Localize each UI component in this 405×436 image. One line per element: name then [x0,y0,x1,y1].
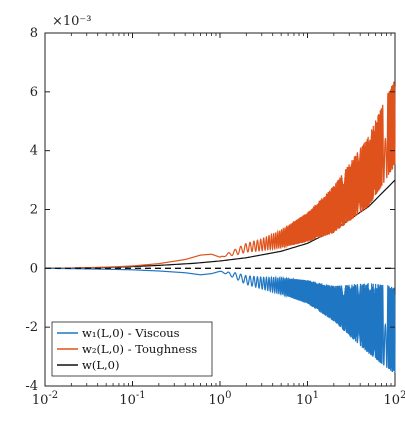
y-tick-label: 0 [30,261,38,276]
y-tick-label: 4 [30,144,38,159]
x-tick-label: 101 [296,390,319,408]
y-tick-label: 8 [30,26,38,41]
x-tick-label: 100 [209,390,232,408]
y-multiplier-label: ×10⁻³ [52,14,92,29]
x-tick-label: 10-2 [32,390,58,408]
series-layer [44,81,396,373]
y-tick-label: 2 [30,203,38,218]
legend-label-toughness: w₂(L,0) - Toughness [82,342,197,356]
legend-box [51,321,213,377]
axes-layer: 10-2 10-1 100 101 102 -4 -2 0 2 4 6 8 [25,26,405,408]
legend-label-viscous: w₁(L,0) - Viscous [82,326,180,340]
series-toughness-line [45,81,396,269]
y-tick-label: 6 [30,85,38,100]
legend: w₁(L,0) - Viscous w₂(L,0) - Toughness w(L,… [51,321,213,377]
x-tick-label: 102 [384,390,405,408]
legend-label-total: w(L,0) [82,358,119,372]
x-tick-label: 10-1 [119,390,145,408]
y-tick-label: -4 [25,379,38,394]
series-viscous-line [45,267,396,373]
y-tick-label: -2 [25,320,38,335]
